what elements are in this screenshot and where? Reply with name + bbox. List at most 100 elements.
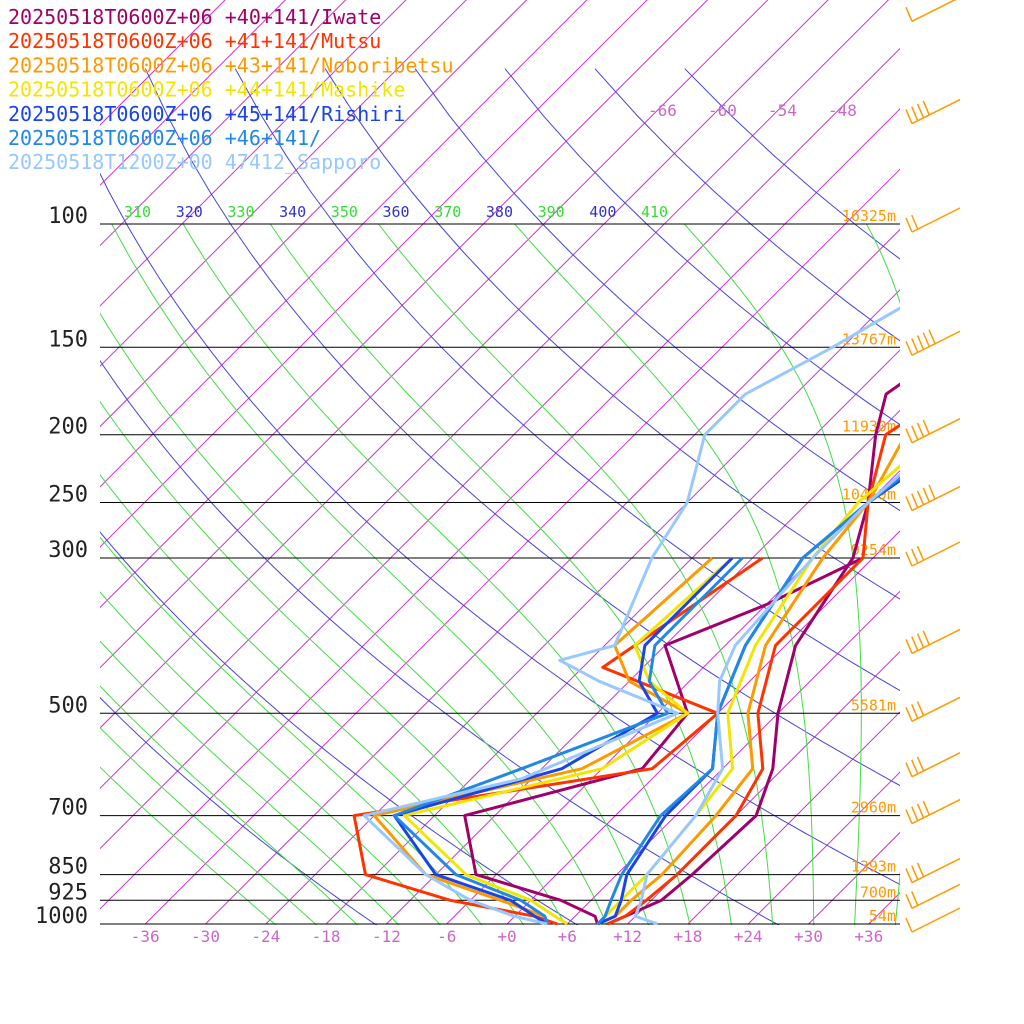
temperature-line — [606, 423, 900, 925]
pressure-label: 850 — [48, 855, 88, 880]
temperature-tick-label: +36 — [854, 927, 883, 946]
pressure-label: 150 — [48, 327, 88, 352]
theta-label: 390 — [538, 203, 565, 221]
height-label: 16325m — [842, 207, 896, 225]
theta-label: 350 — [331, 203, 358, 221]
pressure-label: 100 — [48, 204, 88, 229]
dry-adiabat-line — [100, 359, 780, 925]
isotherm-line — [386, 409, 900, 925]
dry-adiabat-line — [100, 696, 378, 925]
moist-adiabat-line — [100, 474, 525, 925]
pressure-label: 925 — [48, 880, 88, 905]
isotherm-line — [144, 168, 900, 925]
wind-barb — [905, 0, 957, 22]
wind-barb — [905, 752, 961, 778]
top-temperature-label: -60 — [708, 101, 737, 120]
legend-entry: 20250518T0600Z+06 +41+141/Mutsu — [8, 29, 381, 53]
moist-adiabat-line — [100, 640, 400, 925]
isotherm-line — [325, 349, 900, 925]
isotherm-line — [100, 0, 287, 187]
dry-adiabat-line — [324, 68, 900, 600]
pressure-label: 1000 — [35, 904, 88, 929]
isotherm-line — [100, 108, 900, 910]
wind-barb — [905, 329, 961, 356]
dry-adiabat-line — [504, 68, 900, 426]
top-temperature-labels: -66 -60 -54 -48 — [648, 101, 857, 120]
dewpoint-line — [463, 556, 864, 925]
top-temperature-label: -66 — [648, 101, 677, 120]
temperature-tick-label: +12 — [613, 927, 642, 946]
wind-barb — [905, 541, 961, 567]
dry-adiabat-line — [100, 172, 900, 886]
temperature-line — [596, 476, 900, 925]
height-label: 13767m — [842, 330, 896, 348]
temperature-line — [606, 382, 900, 925]
wind-barb — [905, 484, 961, 512]
legend-entry: 20250518T0600Z+06 +43+141/Noboribetsu — [8, 53, 454, 77]
legend-entry: 20250518T1200Z+00 47412_Sapporo — [8, 150, 381, 174]
isotherm-line — [989, 0, 1024, 924]
theta-label: 310 — [124, 203, 151, 221]
temperature-tick-label: +6 — [558, 927, 577, 946]
moist-adiabat-line — [100, 726, 318, 925]
wind-barb — [905, 883, 961, 909]
pressure-label: 250 — [48, 483, 88, 508]
wind-barb — [905, 628, 961, 655]
isotherm-line — [687, 711, 900, 925]
wind-barbs — [905, 0, 961, 933]
dewpoint-line — [352, 556, 764, 925]
moist-adiabat-line — [866, 223, 900, 925]
isotherm-line — [100, 0, 709, 609]
moist-adiabat-line — [100, 685, 359, 925]
isotherm-line — [100, 0, 648, 548]
pressure-label: 200 — [48, 415, 88, 440]
temperature-tick-label: -36 — [131, 927, 160, 946]
moist-adiabat-line — [100, 591, 441, 925]
wind-barb — [905, 907, 961, 933]
top-temperature-label: -54 — [768, 101, 797, 120]
isotherm-line — [929, 0, 1024, 924]
theta-label: 360 — [383, 203, 410, 221]
theta-label: 330 — [227, 203, 254, 221]
isotherm-line — [100, 0, 890, 790]
temperature-tick-label: +30 — [794, 927, 823, 946]
wind-barb — [905, 696, 961, 722]
dry-adiabat-line — [144, 68, 900, 787]
legend-entry: 20250518T0600Z+06 +45+141/Rishiri — [8, 102, 405, 126]
isotherm-lines — [100, 0, 1024, 925]
sounding-profiles — [352, 306, 900, 925]
legend: 20250518T0600Z+06 +40+141/Iwate20250518T… — [8, 5, 454, 174]
legend-entry: 20250518T0600Z+06 +40+141/Iwate — [8, 5, 381, 29]
temperature-line — [596, 442, 900, 925]
wind-barb — [905, 98, 961, 125]
isotherm-line — [506, 530, 900, 925]
theta-labels: 310 320 330 340 350 360 370 380 390 400 410 — [124, 203, 668, 221]
moist-adiabat-line — [100, 400, 566, 925]
pressure-label: 300 — [48, 538, 88, 563]
dewpoint-line — [362, 306, 900, 925]
moist-adiabat-lines — [100, 223, 900, 925]
temperature-tick-labels: -36 -30 -24 -18 -12 -6 +0 +6 +12 +18 +24 +30 +36 — [131, 927, 884, 946]
theta-label: 340 — [279, 203, 306, 221]
temperature-tick-label: -6 — [437, 927, 456, 946]
dry-adiabat-line — [100, 531, 579, 925]
isotherm-line — [100, 0, 467, 367]
moist-adiabat-line — [111, 223, 650, 925]
isotherm-line — [100, 0, 528, 428]
dewpoint-line — [372, 556, 714, 925]
height-label: 1393m — [851, 858, 896, 876]
height-label: 11930m — [842, 418, 896, 436]
top-temperature-label: -48 — [828, 101, 857, 120]
wind-barb — [905, 207, 961, 233]
dry-adiabat-line — [234, 68, 900, 692]
height-label: 2960m — [851, 799, 896, 817]
isotherm-line — [205, 228, 900, 925]
height-label: 54m — [869, 907, 896, 925]
temperature-line — [633, 472, 900, 925]
height-label: 5581m — [851, 696, 896, 714]
isotherm-line — [808, 831, 900, 925]
theta-label: 410 — [641, 203, 668, 221]
dewpoint-line — [392, 556, 734, 925]
